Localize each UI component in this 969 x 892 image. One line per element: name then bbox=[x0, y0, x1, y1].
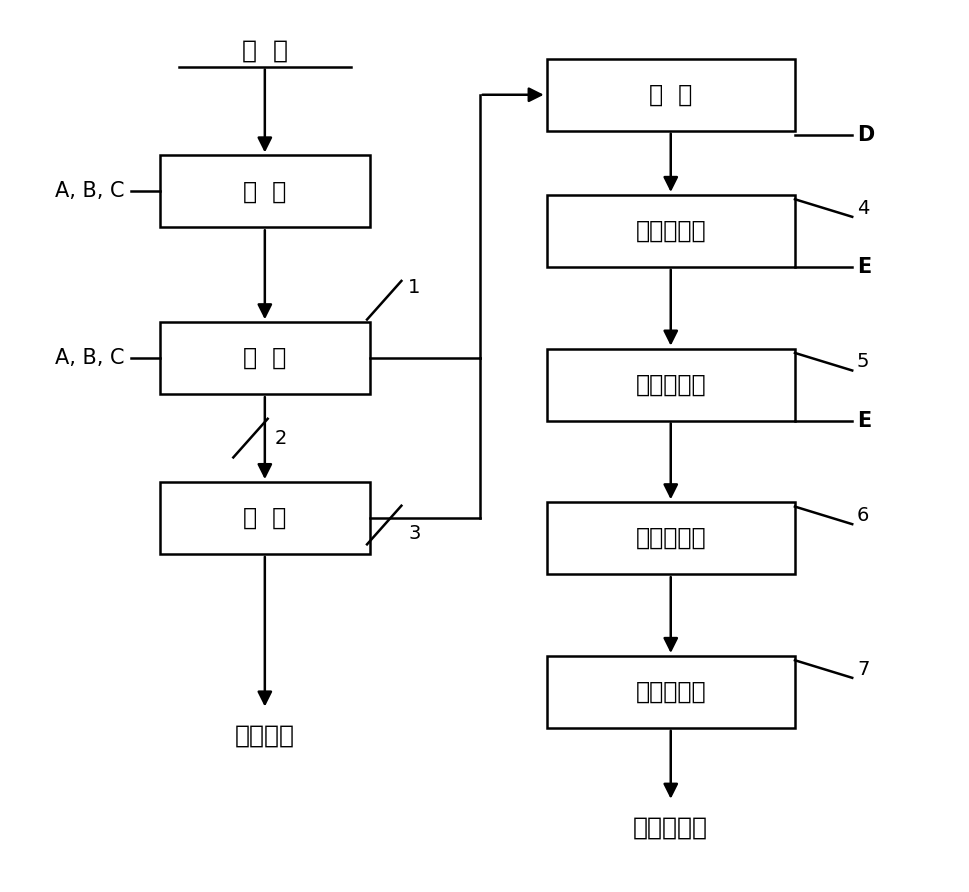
FancyBboxPatch shape bbox=[547, 349, 795, 420]
Text: A, B, C: A, B, C bbox=[54, 181, 124, 202]
Text: 扫  选: 扫 选 bbox=[243, 506, 287, 530]
Text: 第一次精选: 第一次精选 bbox=[636, 219, 706, 243]
FancyBboxPatch shape bbox=[160, 322, 370, 394]
FancyBboxPatch shape bbox=[547, 502, 795, 574]
FancyBboxPatch shape bbox=[547, 59, 795, 131]
Text: D: D bbox=[857, 125, 874, 145]
FancyBboxPatch shape bbox=[547, 194, 795, 267]
Text: 再  磨: 再 磨 bbox=[649, 83, 693, 107]
Text: 磨  矿: 磨 矿 bbox=[243, 179, 287, 203]
Text: 6: 6 bbox=[857, 506, 869, 524]
Text: E: E bbox=[857, 257, 871, 277]
Text: 第二次精选: 第二次精选 bbox=[636, 373, 706, 397]
FancyBboxPatch shape bbox=[547, 656, 795, 728]
Text: 5: 5 bbox=[857, 352, 869, 371]
Text: 硫化铜精矿: 硫化铜精矿 bbox=[634, 816, 708, 840]
Text: 粗  选: 粗 选 bbox=[243, 346, 287, 370]
FancyBboxPatch shape bbox=[160, 482, 370, 554]
Text: 7: 7 bbox=[857, 659, 869, 679]
Text: A, B, C: A, B, C bbox=[54, 348, 124, 368]
Text: 第四次精选: 第四次精选 bbox=[636, 680, 706, 704]
Text: 原  矿: 原 矿 bbox=[242, 39, 288, 62]
FancyBboxPatch shape bbox=[160, 155, 370, 227]
Text: E: E bbox=[857, 410, 871, 431]
Text: 2: 2 bbox=[274, 428, 287, 448]
Text: 3: 3 bbox=[408, 524, 421, 543]
Text: 第三次精选: 第三次精选 bbox=[636, 526, 706, 550]
Text: 4: 4 bbox=[857, 199, 869, 218]
Text: 1: 1 bbox=[408, 277, 421, 296]
Text: 浮选尾矿: 浮选尾矿 bbox=[234, 723, 295, 747]
